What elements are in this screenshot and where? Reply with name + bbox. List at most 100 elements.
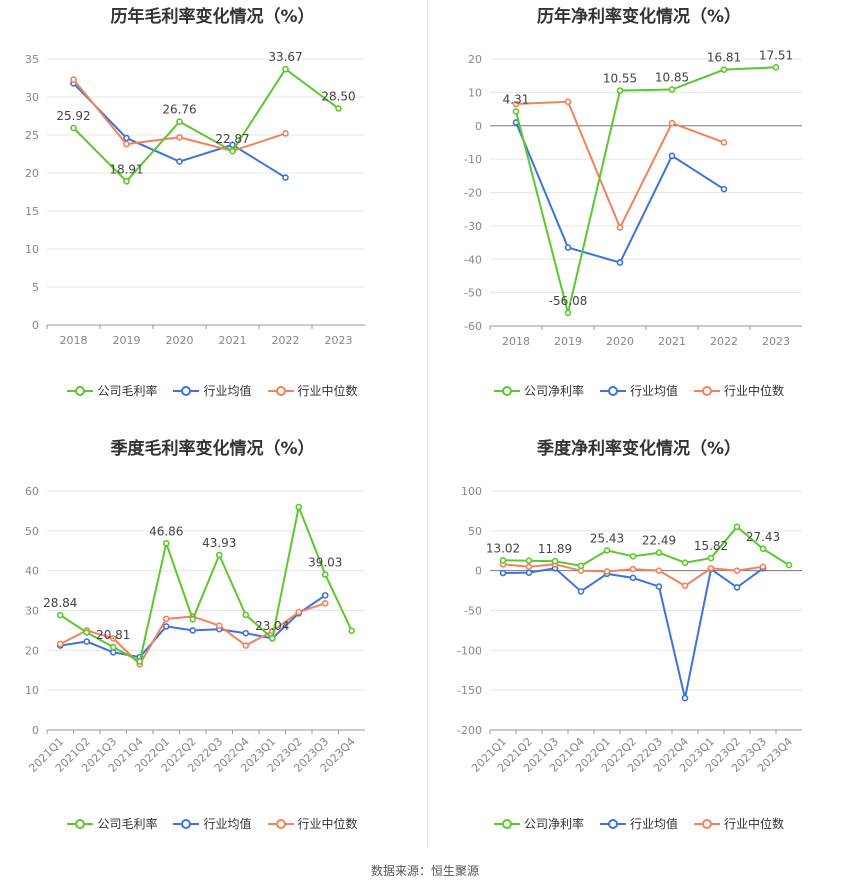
data-point	[616, 87, 624, 94]
y-tick-label: 100	[461, 485, 482, 498]
legend-item[interactable]: 公司净利率	[493, 815, 584, 832]
data-point	[242, 629, 250, 637]
x-tick-label: 2018	[60, 334, 88, 347]
data-label: 17.51	[759, 48, 793, 62]
y-tick-label: -30	[464, 220, 482, 233]
legend-item[interactable]: 公司净利率	[493, 382, 584, 399]
legend-line-marker-icon	[599, 818, 626, 829]
y-tick-label: 15	[25, 205, 39, 218]
data-point	[655, 549, 663, 557]
legend-item[interactable]: 公司毛利率	[67, 382, 157, 399]
data-point	[681, 694, 689, 702]
data-point	[282, 174, 289, 181]
data-label: 10.55	[603, 72, 637, 86]
quarterly-net-margin-panel: 季度净利率变化情况（%） -200 -150 -100 -50 0 50 100 2021Q1…	[428, 428, 850, 848]
annual-gross-margin-chart: 0 5 10 15 20 25 30 35 2018 2019 2020 2021 2022 2023 25…	[25, 50, 365, 347]
y-tick-label: 60	[25, 485, 39, 498]
legend-label: 公司净利率	[523, 817, 584, 831]
data-point	[499, 569, 507, 577]
legend-marker	[181, 818, 192, 829]
data-point	[499, 556, 507, 564]
series-line	[515, 66, 777, 314]
y-tick-label: 10	[25, 684, 39, 697]
data-point	[720, 139, 728, 146]
data-point	[123, 134, 130, 142]
data-point	[616, 224, 624, 231]
x-tick-label: 2022	[272, 334, 300, 347]
data-point	[681, 582, 689, 590]
x-tick-label: 2020	[606, 335, 634, 348]
data-point	[733, 523, 741, 531]
data-point	[564, 244, 572, 251]
legend-line-marker-icon	[694, 385, 720, 396]
legend-item[interactable]: 公司毛利率	[67, 815, 157, 832]
legend-item[interactable]: 行业均值	[599, 815, 678, 832]
y-tick-label: -60	[464, 320, 482, 333]
data-point	[525, 569, 533, 576]
chart-legend: 公司净利率 行业均值 行业中位数	[428, 382, 850, 400]
data-point	[282, 65, 289, 73]
y-tick-label: 40	[25, 565, 39, 578]
data-label: 20.81	[96, 628, 130, 642]
legend-item[interactable]: 行业中位数	[267, 815, 358, 832]
y-tick-label: 20	[25, 644, 39, 657]
legend-item[interactable]: 行业中位数	[267, 382, 358, 399]
legend-item[interactable]: 行业中位数	[694, 815, 784, 832]
legend-line-marker-icon	[493, 385, 520, 396]
legend-label: 公司净利率	[523, 384, 584, 398]
legend-label: 公司毛利率	[97, 817, 158, 831]
annual-gross-margin-panel: 历年毛利率变化情况（%） 0 5 10 15 20 25 30 35 2018 2019 2020 2…	[0, 0, 425, 420]
legend-line-marker-icon	[493, 818, 520, 829]
data-point	[242, 642, 250, 649]
data-label: 28.50	[321, 89, 355, 103]
data-point	[321, 592, 329, 599]
data-label: 26.76	[162, 103, 196, 117]
legend-line-marker-icon	[173, 385, 200, 396]
quarterly-gross-margin-chart: 01020304050602021Q12021Q22021Q32021Q4202…	[25, 485, 365, 775]
x-tick-label: 2019	[113, 334, 141, 347]
data-point	[176, 118, 183, 125]
y-tick-label: -10	[464, 153, 482, 166]
legend-marker	[275, 818, 286, 829]
data-point	[229, 141, 236, 149]
legend-item[interactable]: 行业均值	[173, 382, 252, 399]
data-point	[785, 561, 793, 569]
y-tick-label: -50	[464, 605, 482, 618]
data-point	[162, 540, 170, 547]
legend-item[interactable]: 行业中位数	[694, 382, 784, 399]
data-point	[733, 584, 741, 591]
data-point	[577, 562, 585, 570]
legend-line-marker-icon	[267, 818, 294, 829]
data-label: 33.67	[268, 50, 302, 64]
data-point	[176, 133, 183, 141]
data-point	[655, 583, 663, 590]
legend-label: 公司毛利率	[97, 384, 158, 398]
legend-marker	[607, 385, 618, 396]
series-line	[502, 567, 764, 699]
legend-line-marker-icon	[173, 818, 200, 829]
data-point	[603, 547, 611, 554]
data-label: 25.43	[590, 531, 624, 545]
data-label: 28.84	[43, 596, 77, 610]
data-point	[616, 259, 624, 266]
x-tick-label: 2018	[502, 335, 530, 348]
legend-label: 行业中位数	[297, 817, 358, 831]
y-tick-label: 0	[32, 724, 39, 737]
legend-marker	[702, 818, 712, 829]
data-point	[759, 545, 767, 553]
y-tick-label: 5	[32, 281, 39, 294]
legend-item[interactable]: 行业均值	[599, 382, 678, 399]
data-point	[83, 638, 91, 645]
data-point	[603, 568, 611, 575]
data-point	[295, 608, 303, 616]
legend-item[interactable]: 行业均值	[173, 815, 252, 832]
data-point	[564, 98, 572, 106]
data-point	[295, 503, 303, 511]
data-point	[629, 565, 637, 573]
data-label: 46.86	[149, 524, 183, 538]
series-line	[59, 503, 353, 663]
data-point	[56, 611, 64, 619]
y-tick-label: -20	[464, 187, 482, 200]
x-tick-label: 2019	[554, 335, 582, 348]
data-point	[136, 658, 144, 665]
